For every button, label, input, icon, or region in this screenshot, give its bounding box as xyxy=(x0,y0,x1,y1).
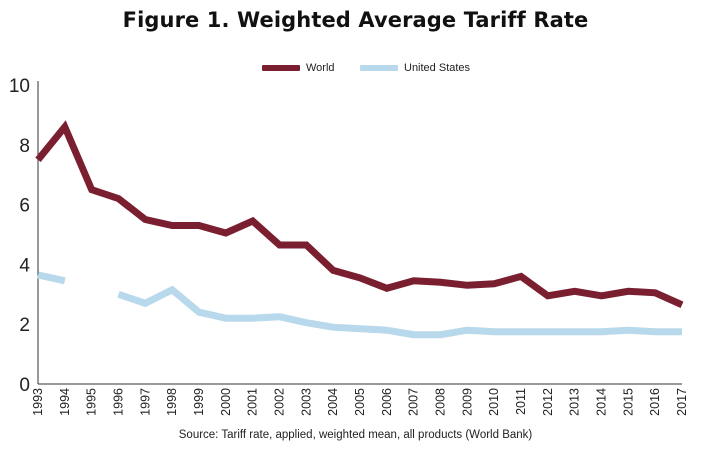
x-tick-label-1996: 1996 xyxy=(112,388,126,416)
x-tick-label-2003: 2003 xyxy=(299,388,313,416)
x-tick-label-1997: 1997 xyxy=(138,388,152,416)
x-tick-label-2001: 2001 xyxy=(246,388,260,416)
x-tick-label-1999: 1999 xyxy=(192,388,206,416)
chart-title: Figure 1. Weighted Average Tariff Rate xyxy=(122,8,589,32)
x-tick-label-2016: 2016 xyxy=(648,388,662,416)
x-tick-label-2006: 2006 xyxy=(380,388,394,416)
y-tick-label-10: 10 xyxy=(9,76,30,97)
legend-swatch-world xyxy=(262,65,300,71)
x-tick-label-2010: 2010 xyxy=(487,388,501,416)
x-tick-label-1998: 1998 xyxy=(165,388,179,416)
x-tick-label-2015: 2015 xyxy=(621,388,635,416)
x-tick-label-2002: 2002 xyxy=(273,388,287,416)
x-tick-label-2017: 2017 xyxy=(675,388,689,416)
x-tick-label-2011: 2011 xyxy=(514,388,528,415)
x-tick-label-2012: 2012 xyxy=(541,388,555,416)
y-tick-label-4: 4 xyxy=(19,255,30,276)
x-tick-label-2005: 2005 xyxy=(353,388,367,416)
x-tick-label-2009: 2009 xyxy=(460,388,474,416)
x-tick-label-2008: 2008 xyxy=(434,388,448,416)
legend-item-united-states: United States xyxy=(360,58,470,78)
legend-label-united-states: United States xyxy=(404,62,471,74)
x-tick-label-2014: 2014 xyxy=(595,388,609,416)
series-line-united-states-segment-2 xyxy=(117,285,682,339)
y-tick-label-2: 2 xyxy=(19,315,30,336)
y-tick-label-0: 0 xyxy=(19,375,30,396)
series-line-world-segment-1 xyxy=(35,120,684,308)
chart-source-note: Source: Tariff rate, applied, weighted m… xyxy=(178,429,533,441)
y-tick-label-6: 6 xyxy=(19,196,30,217)
x-tick-label-2013: 2013 xyxy=(568,388,582,416)
x-tick-label-2007: 2007 xyxy=(407,388,421,416)
chart-legend: World United States xyxy=(0,58,711,78)
legend-item-world: World xyxy=(262,58,335,78)
legend-swatch-united-states xyxy=(360,65,398,71)
x-tick-label-1994: 1994 xyxy=(58,388,72,416)
x-tick-label-1993: 1993 xyxy=(31,388,45,416)
x-tick-label-2004: 2004 xyxy=(326,388,340,416)
series-line-united-states-segment-1 xyxy=(37,271,66,285)
y-tick-label-8: 8 xyxy=(19,136,30,157)
x-tick-label-1995: 1995 xyxy=(85,388,99,416)
x-tick-label-2000: 2000 xyxy=(219,388,233,416)
legend-label-world: World xyxy=(306,62,335,74)
